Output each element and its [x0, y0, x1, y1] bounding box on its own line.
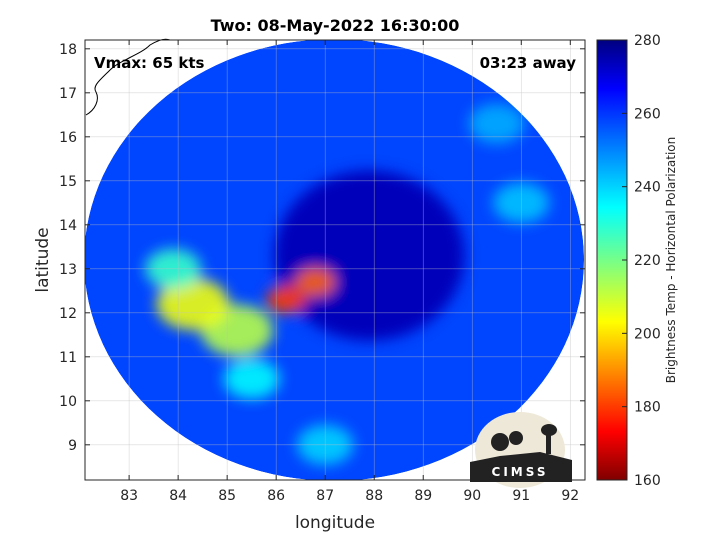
colorbar-tick-label: 240 — [634, 180, 661, 196]
x-tick-label: 86 — [267, 488, 285, 504]
cimss-logo: CIMSS — [470, 412, 572, 488]
y-tick-label: 15 — [59, 174, 77, 190]
y-tick-label: 10 — [59, 394, 77, 410]
brightness-temp-swath — [85, 40, 584, 480]
colorbar-tick-label: 200 — [634, 326, 661, 342]
storm-core — [274, 170, 465, 341]
y-tick-label: 17 — [59, 86, 77, 102]
x-axis-label: longitude — [295, 513, 375, 533]
y-tick-label: 12 — [59, 306, 77, 322]
y-tick-label: 11 — [59, 350, 77, 366]
cold-feature-3 — [295, 268, 335, 296]
time-away-annotation: 03:23 away — [480, 54, 577, 72]
colorbar-tick-label: 280 — [634, 33, 661, 49]
colorbar-tick-label: 260 — [634, 106, 661, 122]
y-tick-label: 13 — [59, 262, 77, 278]
logo-text: CIMSS — [492, 465, 549, 479]
x-tick-label: 84 — [169, 488, 187, 504]
x-tick-label: 88 — [365, 488, 383, 504]
y-axis-label: latitude — [33, 227, 53, 292]
cold-feature-5 — [223, 358, 280, 399]
axes-frame — [84, 39, 586, 481]
x-tick-label: 85 — [218, 488, 236, 504]
chart-title: Two: 08-May-2022 16:30:00 — [211, 16, 460, 35]
y-tick-label: 18 — [59, 42, 77, 58]
x-tick-label: 87 — [316, 488, 334, 504]
x-tick-label: 92 — [561, 488, 579, 504]
x-tick-label: 89 — [414, 488, 432, 504]
colorbar-tick-label: 160 — [634, 473, 661, 489]
coastline — [85, 38, 171, 116]
y-tick-label: 16 — [59, 130, 77, 146]
colorbar-label: Brightness Temp - Horizontal Polarizatio… — [664, 137, 678, 384]
plot-area: 83 84 85 86 87 88 89 90 91 929101112131415161718 … — [59, 38, 586, 504]
colorbar-tick-label: 180 — [634, 400, 661, 416]
vmax-annotation: Vmax: 65 kts — [94, 54, 204, 72]
colorbar-tick-label: 220 — [634, 253, 661, 269]
y-tick-label: 14 — [59, 218, 77, 234]
x-tick-label: 83 — [120, 488, 138, 504]
y-tick-label: 9 — [68, 438, 77, 454]
colorbar: 160 180 200 220 240 260 280 Brightness Temp - … — [596, 33, 678, 489]
cold-feature-1 — [156, 278, 230, 330]
grid-lines — [85, 40, 585, 480]
cold-feature-8 — [468, 103, 525, 144]
x-tick-label: 90 — [463, 488, 481, 504]
x-tick-label: 91 — [512, 488, 530, 504]
